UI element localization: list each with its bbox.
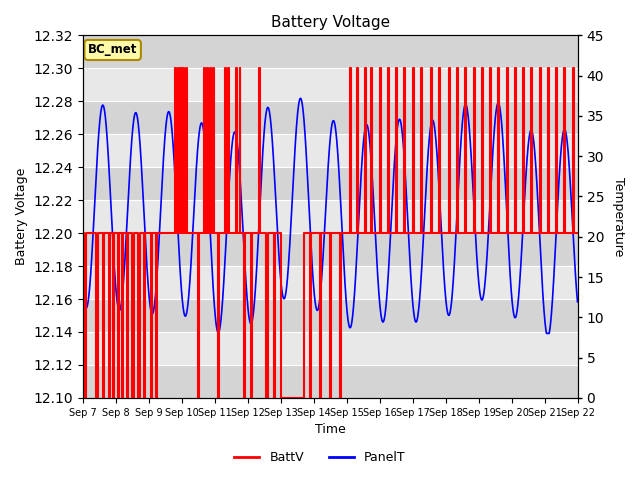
Y-axis label: Battery Voltage: Battery Voltage [15, 168, 28, 265]
Y-axis label: Temperature: Temperature [612, 177, 625, 256]
Bar [83, 365, 577, 398]
Bar [83, 233, 577, 266]
Legend: BattV, PanelT: BattV, PanelT [229, 446, 411, 469]
Text: BC_met: BC_met [88, 44, 138, 57]
Bar [83, 101, 577, 134]
Bar [83, 167, 577, 200]
X-axis label: Time: Time [315, 423, 346, 436]
Bar [83, 299, 577, 332]
Title: Battery Voltage: Battery Voltage [271, 15, 390, 30]
Bar [83, 36, 577, 68]
